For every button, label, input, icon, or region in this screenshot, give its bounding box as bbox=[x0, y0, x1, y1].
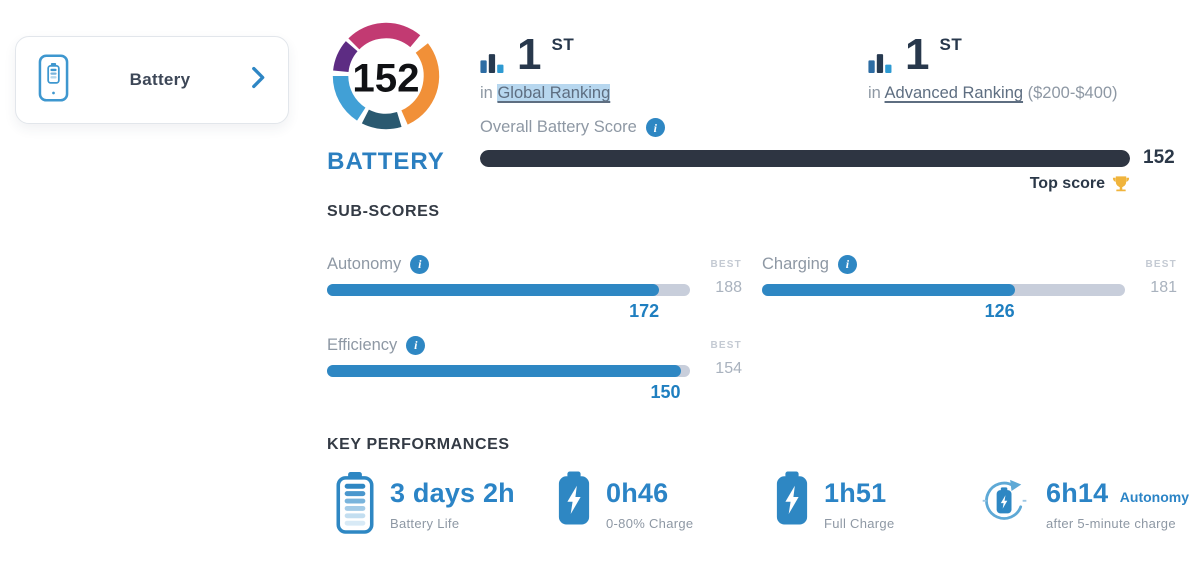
subscore-value: 172 bbox=[629, 301, 660, 321]
info-icon[interactable]: i bbox=[645, 118, 665, 137]
battery-bolt-icon bbox=[558, 471, 590, 525]
key-performance-label: Battery Life bbox=[390, 516, 460, 531]
key-performance-value: 1h51 bbox=[824, 478, 887, 508]
subscores-grid: Autonomy i 172 BEST 188 Charging i 126 bbox=[327, 251, 1177, 402]
overall-score-bar bbox=[480, 149, 1130, 167]
best-value: 188 bbox=[715, 279, 742, 296]
subscore-value: 126 bbox=[984, 301, 1015, 321]
key-performance-label: Full Charge bbox=[824, 516, 895, 531]
key-performance-item: 3 days 2h Battery Life bbox=[335, 471, 515, 534]
score-badge: 152 BATTERY bbox=[323, 13, 449, 176]
subscore-item: Charging i 126 BEST 181 bbox=[762, 251, 1177, 321]
battery-life-icon bbox=[336, 471, 374, 534]
subscore-bar-fill: 150 bbox=[327, 365, 681, 402]
phone-battery-icon bbox=[38, 53, 69, 108]
subscore-value: 150 bbox=[650, 382, 681, 402]
subscore-bar: 150 bbox=[327, 365, 690, 402]
overall-score-section: Overall Battery Score i 152 Top score bbox=[480, 118, 1190, 193]
subscores-heading: SUB-SCORES bbox=[327, 203, 440, 220]
key-performances-row: 3 days 2h Battery Life bbox=[327, 471, 1197, 551]
rank-suffix: ST bbox=[551, 35, 575, 54]
subscore-bar-fill: 126 bbox=[762, 284, 1015, 321]
rank-prefix: in bbox=[868, 84, 881, 102]
info-icon[interactable]: i bbox=[837, 254, 857, 274]
rank-number: 1 bbox=[905, 30, 930, 79]
advanced-ranking-link[interactable]: Advanced Ranking bbox=[884, 84, 1024, 102]
info-icon[interactable]: i bbox=[406, 335, 426, 355]
best-label: BEST bbox=[710, 340, 742, 351]
global-ranking-link[interactable]: Global Ranking bbox=[497, 84, 611, 102]
card-label: Battery bbox=[129, 70, 191, 89]
key-performance-item: 1h51 Full Charge bbox=[775, 471, 895, 531]
bar-chart-icon bbox=[480, 54, 504, 73]
overall-score-value: 152 bbox=[1143, 147, 1175, 168]
overall-score-fill bbox=[480, 149, 1130, 167]
chevron-right-icon bbox=[251, 66, 266, 94]
rank-prefix: in bbox=[480, 84, 493, 102]
badge-score: 152 bbox=[352, 56, 419, 101]
key-performance-label: 0-80% Charge bbox=[606, 516, 694, 531]
subscore-bar: 126 bbox=[762, 284, 1125, 321]
key-performance-item: 0h46 0-80% Charge bbox=[557, 471, 693, 531]
trophy-icon bbox=[1112, 176, 1130, 192]
key-performance-item: 6h14 Autonomy after 5-minute charge bbox=[979, 471, 1189, 531]
subscore-item: Efficiency i 150 BEST 154 bbox=[327, 332, 742, 402]
key-performances-heading: KEY PERFORMANCES bbox=[327, 436, 510, 453]
rank-price-range: ($200-$400) bbox=[1027, 84, 1118, 102]
top-score-label: Top score bbox=[1029, 175, 1105, 192]
bar-chart-icon bbox=[868, 54, 892, 73]
dxomark-ring-logo-icon: 152 bbox=[332, 22, 440, 130]
best-value: 181 bbox=[1150, 279, 1177, 296]
advanced-ranking-block: 1 ST in Advanced Ranking ($200-$400) bbox=[868, 30, 1118, 103]
subscore-label: Charging bbox=[762, 254, 829, 273]
info-icon[interactable]: i bbox=[410, 254, 430, 274]
subscore-label: Efficiency bbox=[327, 335, 398, 354]
overall-score-label: Overall Battery Score bbox=[480, 118, 637, 136]
global-ranking-block: 1 ST in Global Ranking bbox=[480, 30, 611, 103]
battery-category-card[interactable]: Battery bbox=[15, 36, 289, 124]
key-performance-value: 3 days 2h bbox=[390, 478, 515, 508]
subscore-item: Autonomy i 172 BEST 188 bbox=[327, 251, 742, 321]
badge-label: BATTERY bbox=[327, 148, 445, 175]
best-value: 154 bbox=[715, 360, 742, 377]
key-performance-label: after 5-minute charge bbox=[1046, 516, 1176, 531]
subscore-bar: 172 bbox=[327, 284, 690, 321]
key-performance-value: 0h46 bbox=[606, 478, 669, 508]
subscore-bar-fill: 172 bbox=[327, 284, 660, 321]
best-label: BEST bbox=[710, 259, 742, 270]
rank-suffix: ST bbox=[939, 35, 963, 54]
best-label: BEST bbox=[1145, 259, 1177, 270]
rank-number: 1 bbox=[517, 30, 542, 79]
battery-refresh-icon bbox=[982, 479, 1027, 520]
subscore-label: Autonomy bbox=[327, 254, 402, 273]
key-performance-value-suffix: Autonomy bbox=[1119, 489, 1190, 505]
key-performance-value: 6h14 bbox=[1046, 478, 1109, 508]
battery-bolt-icon bbox=[776, 471, 808, 525]
